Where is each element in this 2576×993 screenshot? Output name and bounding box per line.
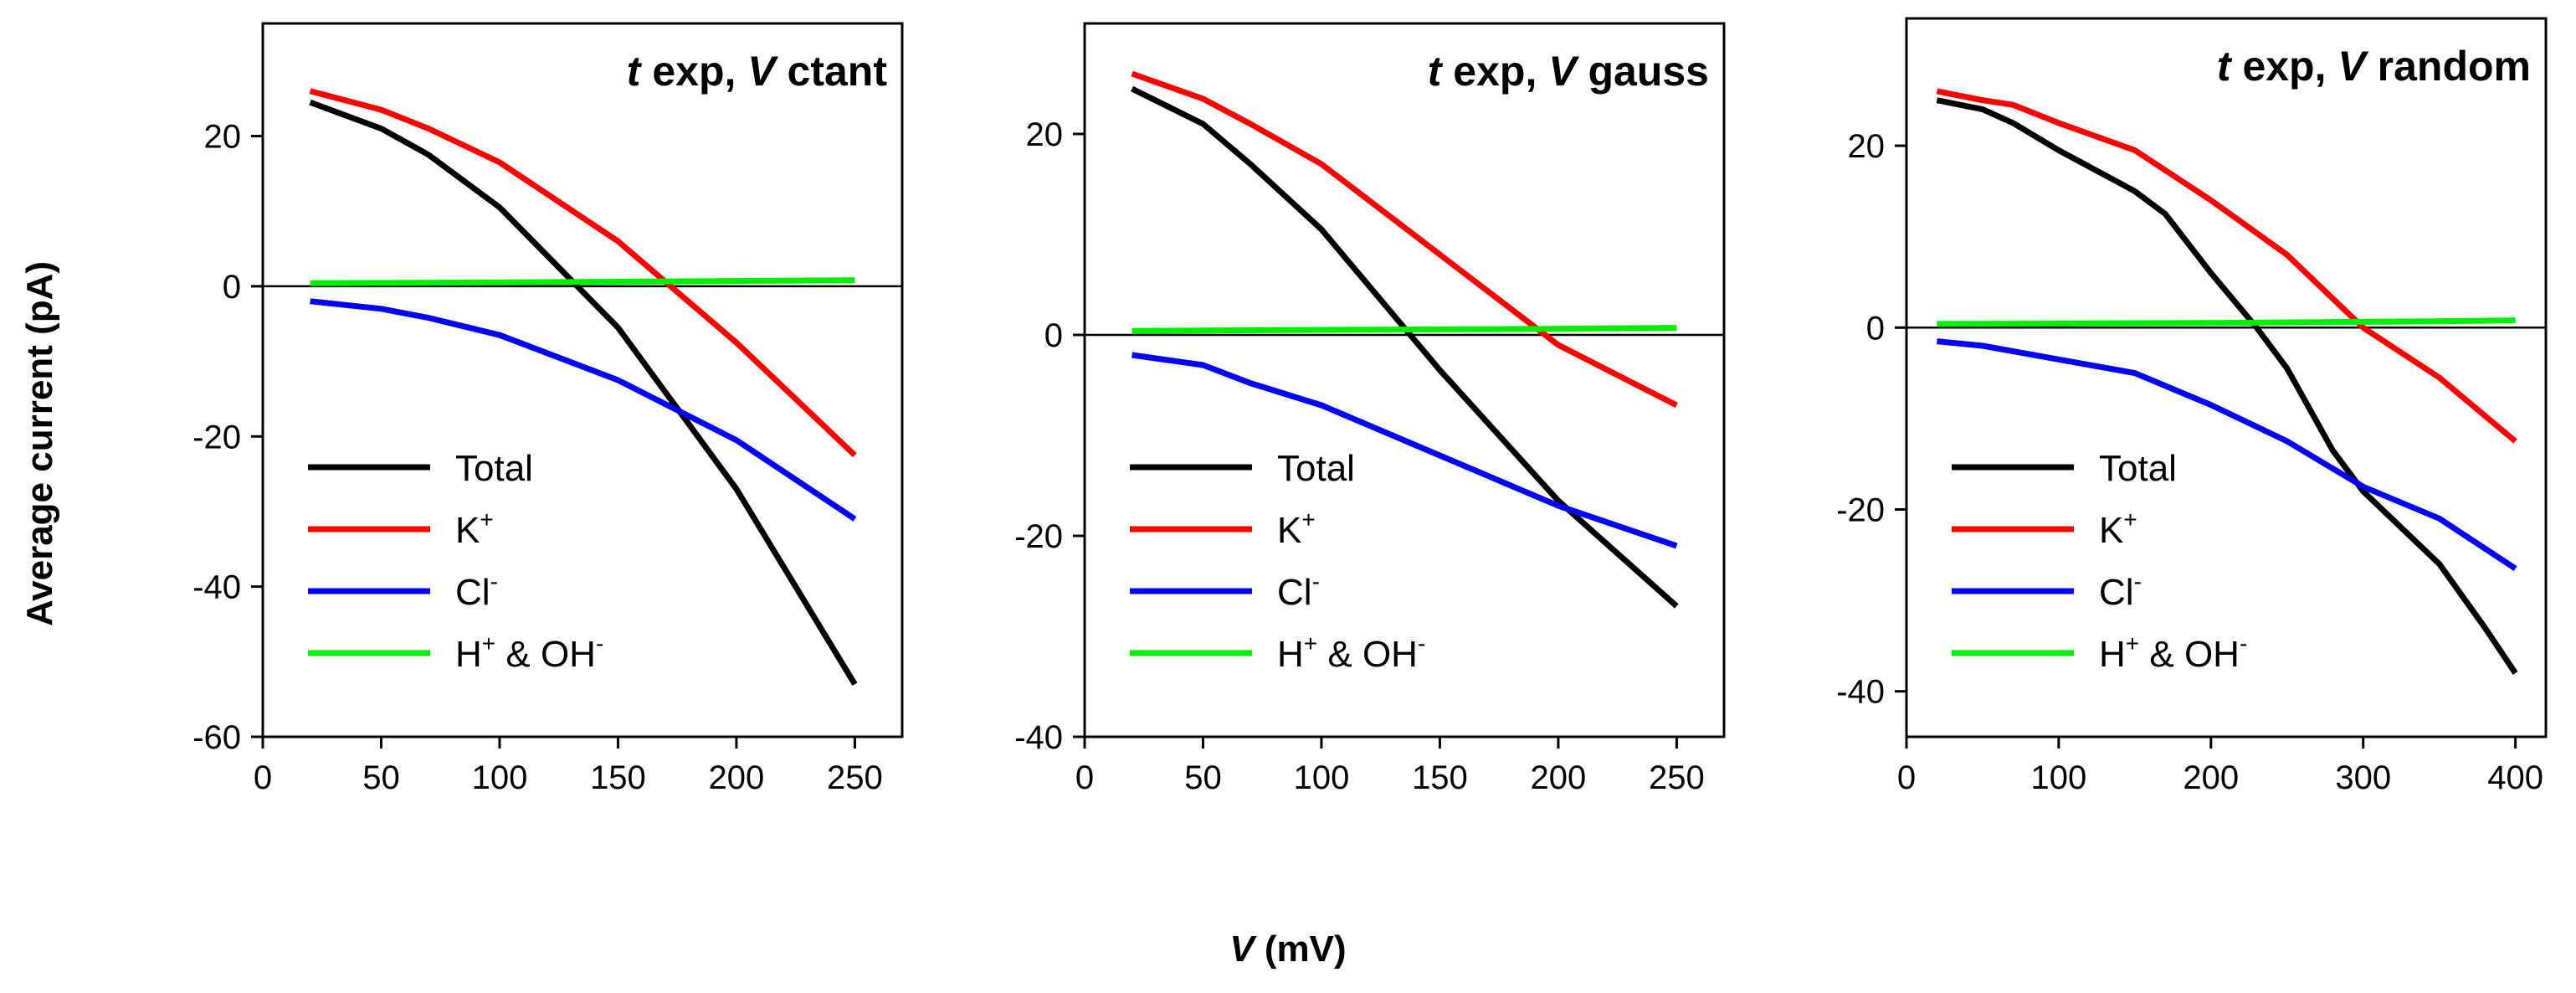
panel-title: t exp, V ctant <box>627 48 888 95</box>
x-tick-label: 400 <box>2487 759 2543 796</box>
series-line-h-oh <box>1131 325 1677 334</box>
y-tick-label: -40 <box>1014 719 1063 756</box>
plot-frame <box>1083 22 1726 738</box>
legend: Total K+ Cl- H+ & OH- <box>308 448 603 675</box>
x-tick-label: 100 <box>1294 759 1350 796</box>
y-tick-label: -40 <box>1836 674 1885 711</box>
legend-label: K+ <box>455 507 494 551</box>
y-tick-label: -20 <box>1014 518 1063 555</box>
panel-title: t exp, V gauss <box>1428 48 1709 95</box>
legend-label: Total <box>455 448 533 489</box>
y-tick-label: 20 <box>204 119 242 156</box>
legend-label: Total <box>2099 448 2177 489</box>
legend-label: Total <box>1277 448 1355 489</box>
series-line-cl <box>310 298 857 522</box>
plot-frame <box>1905 17 2548 738</box>
panel-title-rest: random <box>2366 43 2531 90</box>
panel-title-rest: gauss <box>1577 48 1709 95</box>
series-line-total <box>1936 97 2518 675</box>
plot-frame <box>261 22 904 738</box>
legend-label: H+ & OH- <box>2099 630 2247 675</box>
series-line-total <box>309 99 858 687</box>
panel-title-mid: exp, <box>2231 43 2338 90</box>
x-tick-label: 200 <box>2183 759 2239 796</box>
legend-label: H+ & OH- <box>455 630 603 675</box>
series-line-cl <box>1937 338 2517 572</box>
panel-title-t: t <box>627 48 643 95</box>
x-tick-label: 150 <box>1412 759 1468 796</box>
y-tick-label: -60 <box>192 719 241 756</box>
y-tick-label: -20 <box>192 419 241 455</box>
chart-panel-1: 0 50 100 150 200 250 -60 -40 -20 0 20 t exp, V ctan… <box>192 22 904 796</box>
x-tick-label: 100 <box>472 759 528 796</box>
y-tick-label: 0 <box>223 269 241 306</box>
x-axis-label-unit: (mV) <box>1255 929 1347 970</box>
panel-title-t: t <box>1428 48 1444 95</box>
y-tick-label: 0 <box>1866 310 1885 347</box>
legend-label: K+ <box>2099 507 2137 551</box>
panel-title-v: V <box>1548 48 1579 95</box>
x-tick-label: 50 <box>1184 759 1222 796</box>
x-tick-label: 50 <box>362 759 400 796</box>
x-tick-label: 150 <box>590 759 646 796</box>
x-tick-label: 200 <box>709 759 765 796</box>
x-tick-label: 100 <box>2031 759 2087 796</box>
x-tick-label: 0 <box>1075 759 1094 796</box>
x-tick-label: 250 <box>1649 759 1705 796</box>
y-axis-label: Average current (pA) <box>19 261 60 626</box>
panel-title-v: V <box>747 48 778 95</box>
y-tick-label: 20 <box>1848 128 1886 165</box>
panel-title-v: V <box>2337 43 2368 90</box>
series-line-k <box>309 88 857 458</box>
panel-title-t: t <box>2217 43 2233 90</box>
panel-title-rest: ctant <box>776 48 888 95</box>
legend-label: Cl- <box>1277 569 1320 613</box>
series-line-h-oh <box>1937 317 2516 327</box>
chart-panel-3: 0 100 200 300 400 -40 -20 0 20 t exp, V random Tot… <box>1836 17 2548 796</box>
series-line-h-oh <box>310 277 855 286</box>
legend: Total K+ Cl- H+ & OH- <box>1952 448 2247 675</box>
x-tick-label: 200 <box>1531 759 1587 796</box>
y-tick-label: 20 <box>1026 116 1064 153</box>
series-line-cl <box>1131 352 1678 549</box>
panel-title-mid: exp, <box>1441 48 1548 95</box>
x-axis-label-var: V <box>1229 929 1257 970</box>
series-line-total <box>1131 85 1679 609</box>
x-tick-label: 0 <box>1897 759 1916 796</box>
legend: Total K+ Cl- H+ & OH- <box>1130 448 1425 675</box>
x-axis-label: V (mV) <box>1229 929 1346 970</box>
y-tick-label: -20 <box>1836 491 1885 528</box>
panel-title: t exp, V random <box>2217 43 2531 90</box>
series-line-k <box>1936 88 2517 444</box>
panel-title-mid: exp, <box>640 48 747 95</box>
x-tick-label: 300 <box>2335 759 2391 796</box>
y-tick-label: -40 <box>192 569 241 606</box>
x-tick-label: 250 <box>827 759 883 796</box>
legend-label: Cl- <box>455 569 498 613</box>
x-tick-label: 0 <box>254 759 272 796</box>
series-line-k <box>1131 70 1678 409</box>
chart-panel-2: 0 50 100 150 200 250 -40 -20 0 20 t exp, V gauss To… <box>1014 22 1726 796</box>
legend-label: H+ & OH- <box>1277 630 1425 675</box>
y-tick-label: 0 <box>1044 317 1063 354</box>
legend-label: Cl- <box>2099 569 2142 613</box>
legend-label: K+ <box>1277 507 1316 551</box>
